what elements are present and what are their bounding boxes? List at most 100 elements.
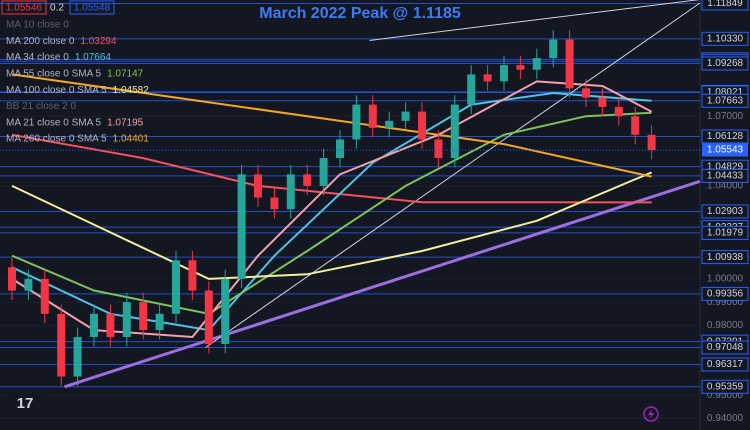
level-label: 1.09268 — [707, 58, 744, 69]
candle-body — [319, 158, 328, 186]
ask-box — [69, 0, 115, 15]
level-label: 1.06128 — [707, 131, 744, 142]
indicator-value: 1.04582 — [113, 85, 150, 96]
y-tick-label: 0.99000 — [707, 297, 744, 308]
candle-body — [532, 58, 541, 70]
level-label: 0.95359 — [707, 381, 744, 392]
indicator-name: MA 100 close 0 SMA 5 — [6, 85, 107, 96]
candle-body — [8, 267, 16, 291]
candle-body — [368, 104, 377, 128]
candle-body — [254, 174, 262, 198]
candle-body — [221, 278, 230, 344]
candle-body — [418, 111, 426, 140]
level-label-box — [701, 379, 749, 394]
indicator-value: 1.07664 — [75, 52, 112, 63]
last-price-box — [702, 143, 748, 157]
level-label: 1.08021 — [707, 87, 744, 98]
candle-body — [516, 65, 525, 70]
level-label-box — [701, 204, 749, 219]
candle-body — [204, 290, 213, 344]
candle-body — [57, 313, 66, 377]
candle-body — [73, 337, 82, 377]
y-tick-label: 0.94000 — [707, 413, 744, 424]
indicator-value: 1.07147 — [107, 69, 144, 80]
candle-body — [631, 116, 640, 135]
candle-body — [434, 139, 443, 159]
ask: 1.05548 — [74, 3, 111, 14]
indicator-value: 1.07195 — [107, 117, 144, 128]
level-label: 1.04829 — [707, 161, 744, 172]
level-label: 1.11849 — [707, 0, 743, 9]
chart-title: March 2022 Peak @ 1.1185 — [259, 5, 461, 22]
candle-body — [565, 39, 574, 89]
trend-line — [64, 179, 701, 389]
candle-body — [122, 302, 131, 338]
candle-body — [582, 88, 590, 98]
level-label: 1.04433 — [707, 171, 744, 182]
candle-body — [500, 65, 508, 82]
level-label: 0.97048 — [707, 342, 744, 353]
plot: 1.07000 1.04000 1.00000 0.99000 0.98000 0.950… — [0, 0, 744, 424]
level-label-box — [701, 357, 749, 372]
indicator-value: 1.04401 — [113, 134, 150, 145]
candle-body — [385, 120, 394, 128]
candle-body — [172, 260, 180, 314]
ma-line — [11, 111, 652, 315]
indicator-name: BB 21 close 2 0 — [6, 101, 76, 112]
indicator-name: MA 34 close 0 — [6, 52, 69, 63]
level-label: 1.10330 — [707, 33, 744, 44]
tv-logo: 17 — [8, 392, 42, 414]
candle-body — [614, 106, 623, 117]
ma-line — [11, 171, 652, 280]
candle-body — [467, 74, 476, 105]
candle-body — [336, 139, 344, 159]
level-label: 1.07663 — [707, 95, 744, 106]
candle-body — [106, 313, 115, 338]
candle-body — [90, 313, 98, 338]
alert-icon[interactable] — [643, 406, 659, 422]
level-label-box — [701, 286, 749, 301]
spread: 0.2 — [50, 3, 64, 14]
trend-line — [369, 0, 701, 41]
y-tick-label: 1.04000 — [707, 181, 744, 192]
indicator-name: MA 200 close 0 — [6, 36, 75, 47]
candle-body — [598, 97, 607, 107]
level-label-box — [701, 168, 749, 183]
candle-body — [352, 104, 361, 140]
candle-body — [155, 313, 164, 331]
y-tick-label: 1.00000 — [707, 274, 744, 285]
level-label: 0.96317 — [707, 359, 744, 370]
level-label-box — [701, 93, 749, 108]
svg-text:17: 17 — [17, 395, 34, 412]
indicator-name: MA 260 close 0 SMA 5 — [6, 134, 107, 145]
candle-body — [286, 174, 295, 210]
level-label-box — [701, 0, 749, 11]
candle-body — [237, 174, 246, 279]
candle-body — [188, 260, 197, 291]
level-label: 0.99356 — [707, 289, 744, 300]
candle-body — [303, 174, 312, 186]
level-label: 1.00938 — [707, 252, 744, 263]
y-tick-label: 0.95000 — [707, 390, 744, 401]
indicator-name: MA 55 close 0 SMA 5 — [6, 69, 101, 80]
level-label-box — [701, 250, 749, 265]
level-label: 1.02903 — [707, 206, 744, 217]
y-tick-label: 1.07000 — [707, 111, 744, 122]
candle-body — [139, 302, 148, 331]
candle-body — [483, 74, 492, 82]
trend-line — [205, 2, 701, 348]
last-price-label: 1.05543 — [707, 145, 744, 156]
candle-body — [24, 278, 33, 291]
level-label: 1.01979 — [707, 228, 744, 239]
candle-body — [549, 39, 558, 59]
indicator-name: MA 10 close 0 — [6, 20, 69, 31]
level-label-box — [701, 56, 749, 71]
indicator-value: 1.03294 — [80, 36, 117, 47]
indicator-name: MA 21 close 0 SMA 5 — [6, 117, 101, 128]
candle-body — [40, 278, 49, 314]
level-label-box — [701, 129, 749, 144]
candle-body — [401, 111, 410, 121]
